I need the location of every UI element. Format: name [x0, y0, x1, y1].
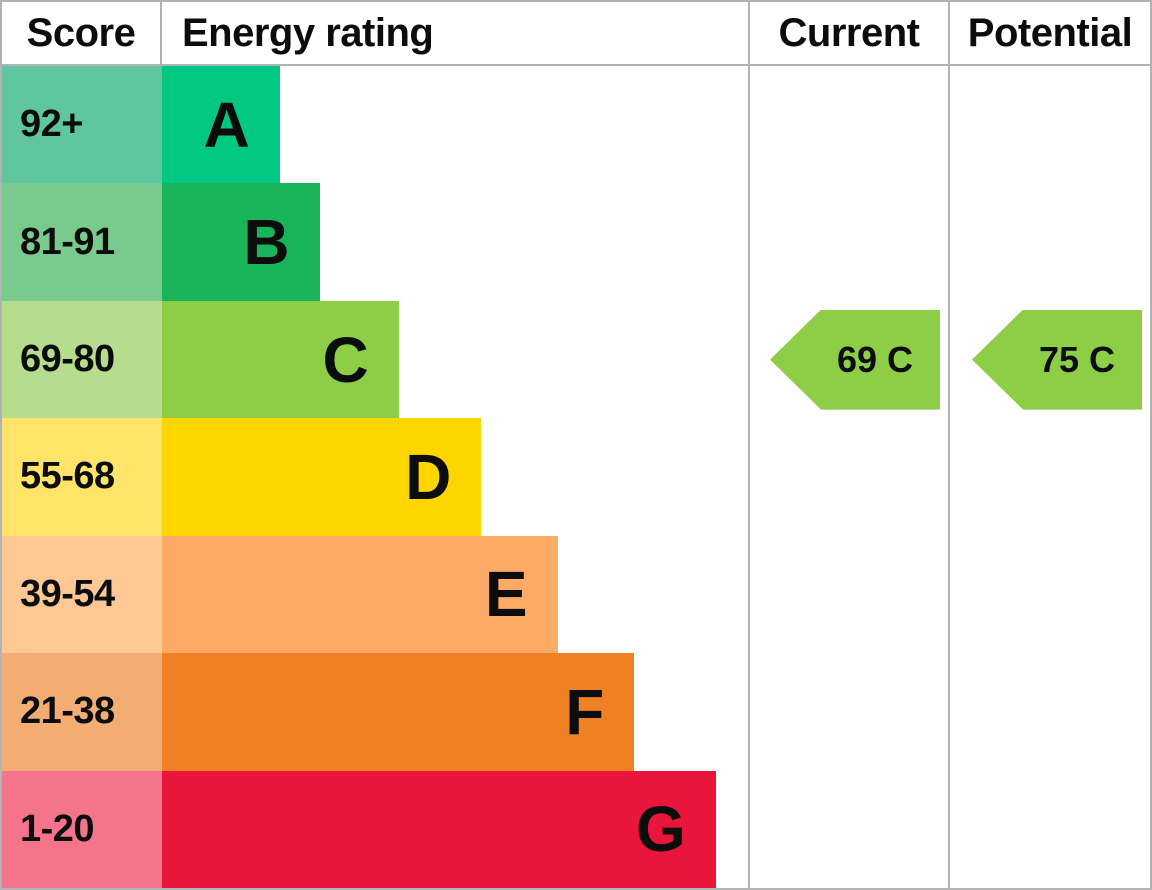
- band-track-c: C: [162, 300, 748, 419]
- current-column-header: Current: [748, 2, 948, 66]
- score-range-c: 69-80: [2, 300, 162, 419]
- band-track-a: A: [162, 66, 748, 184]
- band-bar-b: B: [162, 183, 320, 301]
- potential-column: 75 C: [948, 66, 1150, 888]
- score-range-f: 21-38: [2, 653, 162, 771]
- score-range-d: 55-68: [2, 418, 162, 536]
- band-letter-b: B: [243, 206, 290, 279]
- score-range-e: 39-54: [2, 535, 162, 654]
- band-bar-e: E: [162, 535, 558, 654]
- score-range-a: 92+: [2, 66, 162, 184]
- band-bar-f: F: [162, 653, 635, 771]
- band-letter-c: C: [322, 323, 369, 396]
- current-marker-label: 69 C: [836, 338, 914, 380]
- potential-marker-label: 75 C: [1038, 338, 1116, 380]
- band-letter-e: E: [484, 558, 528, 631]
- band-track-e: E: [162, 535, 748, 654]
- score-column-header: Score: [2, 2, 162, 66]
- band-letter-f: F: [565, 675, 605, 748]
- band-track-f: F: [162, 653, 748, 771]
- current-marker: 69 C: [770, 309, 940, 410]
- band-letter-a: A: [203, 88, 250, 161]
- band-track-b: B: [162, 183, 748, 301]
- potential-column-header: Potential: [948, 2, 1150, 66]
- energy-rating-column-header: Energy rating: [162, 2, 748, 66]
- score-range-b: 81-91: [2, 183, 162, 301]
- band-letter-d: D: [405, 440, 452, 513]
- band-bar-a: A: [162, 66, 280, 184]
- current-column: 69 C: [748, 66, 948, 888]
- score-range-g: 1-20: [2, 770, 162, 888]
- band-track-d: D: [162, 418, 748, 536]
- band-bar-g: G: [162, 770, 716, 888]
- band-bar-c: C: [162, 300, 399, 419]
- band-track-g: G: [162, 770, 748, 888]
- band-letter-g: G: [635, 793, 686, 866]
- potential-marker: 75 C: [972, 309, 1142, 410]
- band-bar-d: D: [162, 418, 482, 536]
